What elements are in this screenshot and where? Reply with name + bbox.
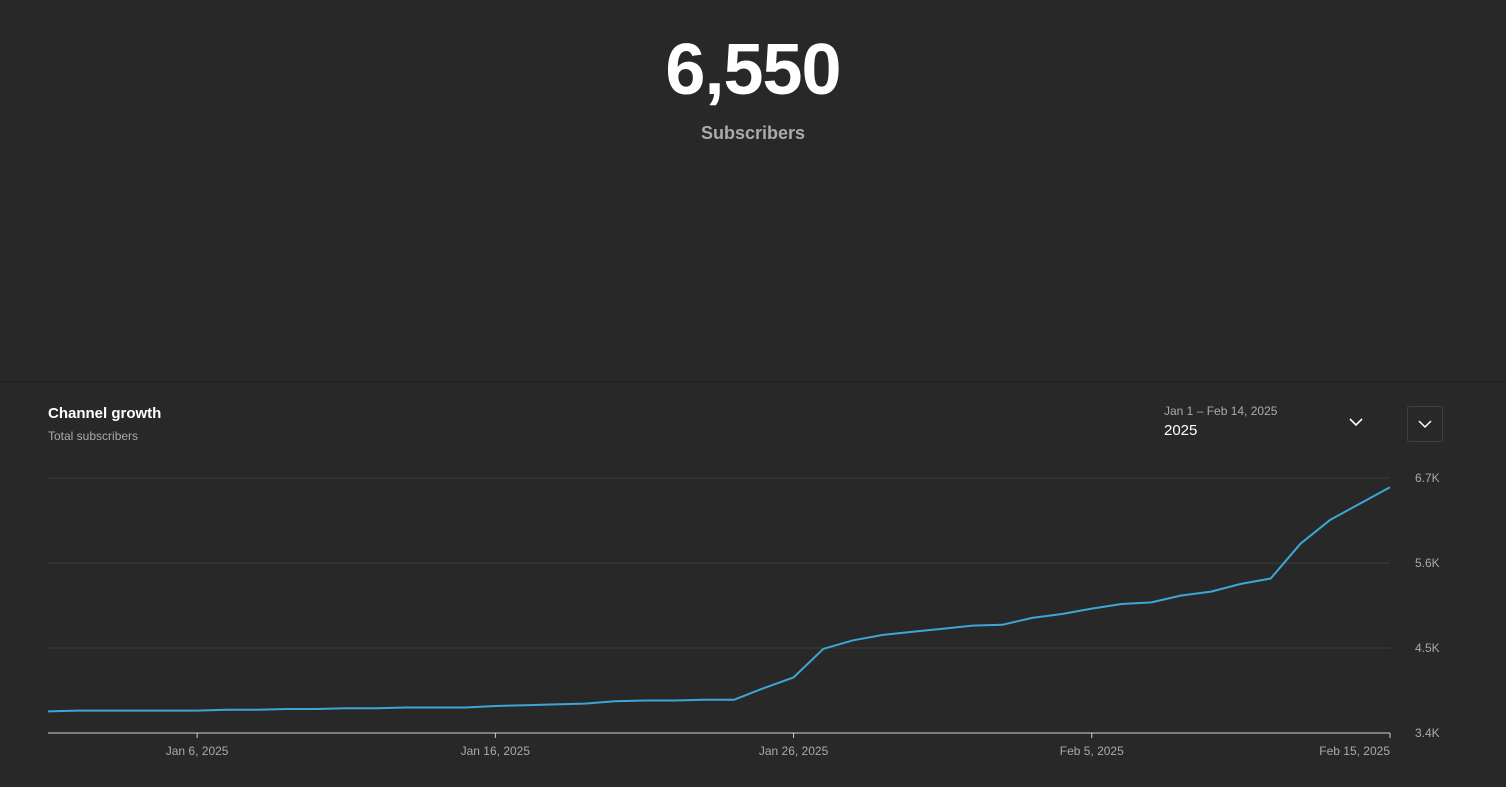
x-tick-label: Jan 6, 2025 bbox=[166, 744, 229, 758]
chevron-down-icon bbox=[1349, 418, 1363, 427]
x-tick-label: Jan 16, 2025 bbox=[461, 744, 531, 758]
subscriber-count: 6,550 bbox=[665, 30, 841, 110]
card-title: Channel growth bbox=[48, 405, 162, 422]
period-selector[interactable]: Jan 1 – Feb 14, 2025 2025 bbox=[1153, 399, 1381, 447]
y-tick-label: 3.4K bbox=[1415, 726, 1440, 740]
channel-growth-card: Channel growth Total subscribers Jan 1 –… bbox=[0, 382, 1506, 787]
x-tick-label: Jan 26, 2025 bbox=[759, 744, 829, 758]
subscriber-count-label: Subscribers bbox=[700, 123, 806, 143]
summary-panel: 6,550 Subscribers bbox=[0, 0, 1506, 381]
period-value: 2025 bbox=[1164, 422, 1198, 439]
card-subtitle: Total subscribers bbox=[48, 429, 139, 443]
subscribers-series-line bbox=[47, 486, 1391, 713]
y-tick-label: 6.7K bbox=[1415, 471, 1440, 485]
chevron-down-icon bbox=[1418, 420, 1432, 429]
x-tick-label: Feb 5, 2025 bbox=[1060, 744, 1124, 758]
x-tick-label: Feb 15, 2025 bbox=[1319, 744, 1390, 758]
subscriber-growth-chart: 3.4K 4.5K 5.6K 6.7K Jan 6, 2025 Jan 16, 2025… bbox=[47, 471, 1440, 758]
y-tick-label: 4.5K bbox=[1415, 641, 1440, 655]
period-range-label: Jan 1 – Feb 14, 2025 bbox=[1164, 404, 1278, 418]
y-tick-label: 5.6K bbox=[1415, 556, 1440, 570]
expand-options-button[interactable] bbox=[1407, 406, 1443, 442]
section-divider bbox=[0, 381, 1506, 382]
